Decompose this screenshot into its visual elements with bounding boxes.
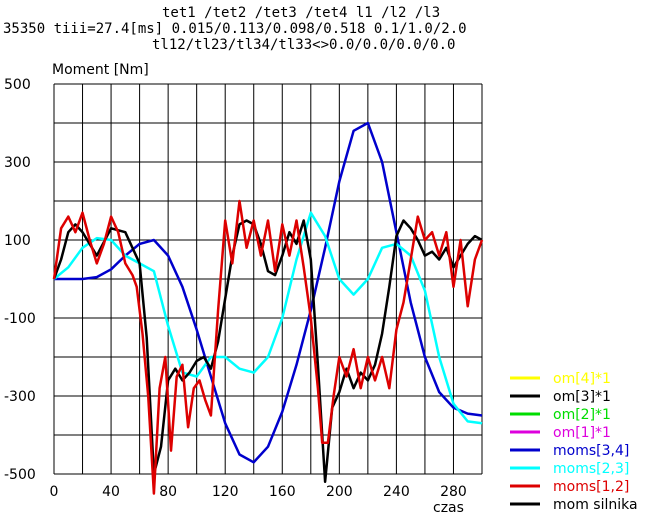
legend-label: moms[3,4] [553, 443, 629, 459]
x-tick-label: 40 [102, 484, 120, 500]
series-line [52, 219, 483, 484]
legend-label: om[1]*1 [553, 425, 611, 441]
header-line-1: tet1 /tet2 /tet3 /tet4 l1 /l2 /l3 [162, 5, 440, 21]
y-axis-label: Moment [Nm] [52, 62, 149, 78]
x-tick-label: 160 [269, 484, 296, 500]
series-line [54, 121, 483, 464]
x-tick-label: 280 [440, 484, 467, 500]
x-tick-label: 0 [50, 484, 59, 500]
x-tick-label: 80 [159, 484, 177, 500]
legend-label: mom silnika [553, 497, 638, 513]
header-line-2: 35350 tiii=27.4[ms] 0.015/0.113/0.098/0.… [3, 21, 467, 37]
legend-label: om[4]*1 [553, 371, 611, 387]
y-tick-label: 300 [4, 155, 31, 171]
legend: om[4]*1 om[3]*1 om[2]*1 om[1]*1 moms[3,4] mom… [510, 371, 638, 513]
series-line [52, 199, 484, 495]
y-tick-label: -300 [4, 389, 36, 405]
x-tick-label: 200 [326, 484, 353, 500]
tick-labels: 0 40 80 120 160 200 240 280 -500 -300 -100 100 300 50… [4, 77, 467, 500]
legend-label: moms[2,3] [553, 461, 629, 477]
grid [53, 83, 483, 475]
y-tick-label: -100 [4, 311, 36, 327]
x-axis-label: czas [433, 500, 464, 516]
series-lines [52, 121, 484, 495]
header-line-3: tl12/tl23/tl34/tl33<>0.0/0.0/0.0/0.0 [152, 37, 455, 53]
x-tick-label: 240 [383, 484, 410, 500]
legend-label: om[3]*1 [553, 389, 611, 405]
y-tick-label: 500 [4, 77, 31, 93]
y-tick-label: 100 [4, 233, 31, 249]
legend-label: om[2]*1 [553, 407, 611, 423]
legend-label: moms[1,2] [553, 479, 629, 495]
y-tick-label: -500 [4, 467, 36, 483]
x-tick-label: 120 [212, 484, 239, 500]
